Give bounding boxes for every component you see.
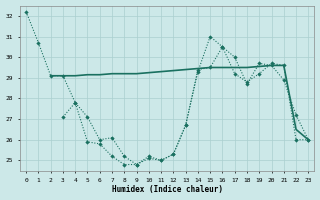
X-axis label: Humidex (Indice chaleur): Humidex (Indice chaleur) — [112, 185, 223, 194]
